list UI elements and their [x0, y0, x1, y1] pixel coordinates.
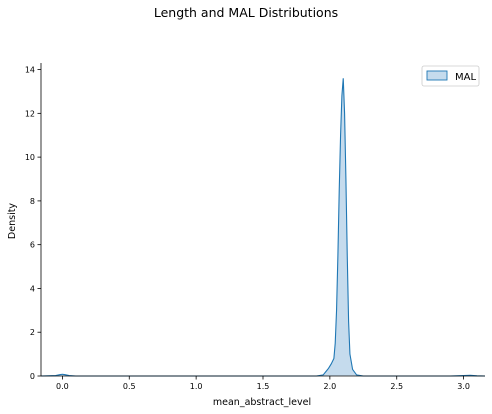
series-mal-fill — [41, 78, 485, 376]
x-axis-label: mean_abstract_level — [213, 397, 311, 408]
x-tick-label: 1.0 — [190, 382, 203, 391]
axes — [40, 63, 485, 377]
x-axis-ticks: 0.0 0.5 1.0 1.5 2.0 2.5 3.0 — [56, 376, 470, 391]
series-mal-line — [40, 78, 486, 377]
plot-area — [40, 78, 486, 377]
y-tick-label: 4 — [30, 284, 35, 293]
legend-swatch-mal — [426, 70, 448, 81]
chart-title: Length and MAL Distributions — [153, 5, 339, 20]
y-tick-label: 14 — [25, 66, 35, 75]
y-tick-label: 12 — [25, 109, 35, 118]
x-tick-label: 2.0 — [324, 382, 337, 391]
y-tick-label: 8 — [30, 197, 35, 206]
y-tick-label: 10 — [25, 153, 35, 162]
y-axis-label: Density — [7, 203, 18, 239]
x-tick-label: 3.0 — [457, 382, 470, 391]
y-tick-label: 6 — [30, 241, 35, 250]
legend-label-mal: MAL — [455, 72, 476, 83]
x-tick-label: 1.5 — [257, 382, 270, 391]
x-tick-label: 0.5 — [123, 382, 136, 391]
y-tick-label: 2 — [30, 328, 35, 337]
x-tick-label: 0.0 — [56, 382, 69, 391]
legend: MAL — [421, 65, 480, 87]
y-tick-label: 0 — [30, 372, 35, 381]
x-tick-label: 2.5 — [390, 382, 403, 391]
y-axis-ticks: 0 2 4 6 8 10 12 14 — [25, 66, 41, 381]
